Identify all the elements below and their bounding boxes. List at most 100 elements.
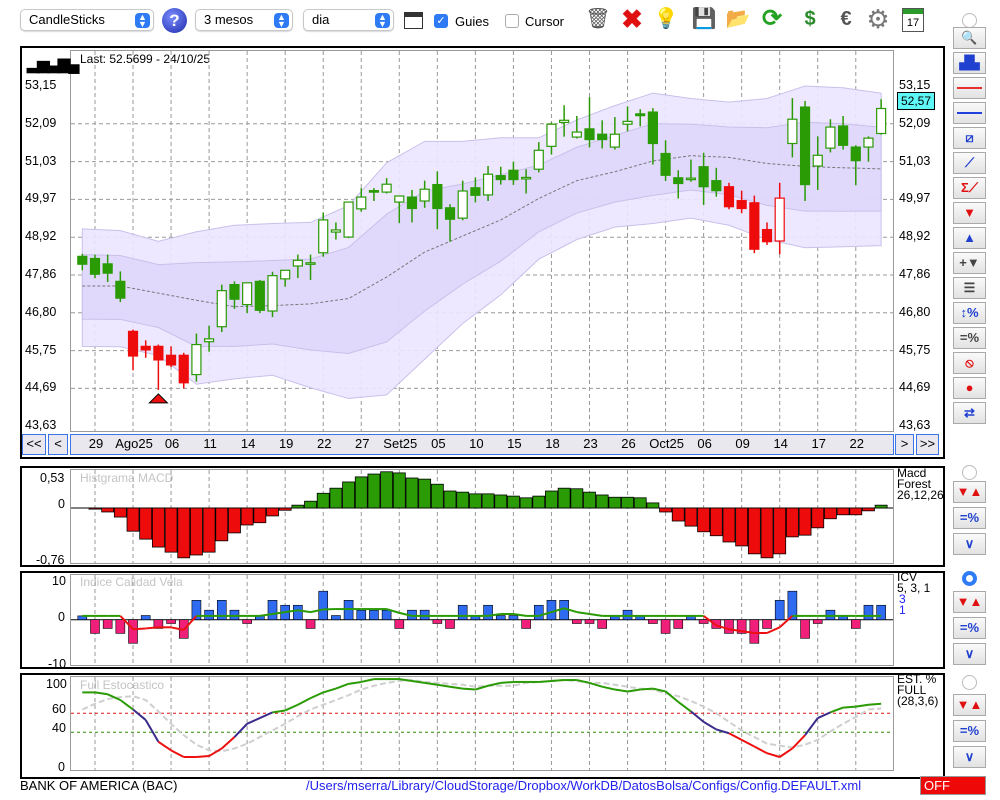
panel-select-radio[interactable] (962, 675, 977, 690)
euro-icon[interactable]: € (840, 8, 852, 30)
sync-button[interactable]: ⇄ (953, 402, 986, 424)
signals-icon: ▼▲ (956, 594, 983, 609)
nav-last-button[interactable]: >> (916, 434, 939, 455)
add-signal-icon: +▼ (959, 255, 980, 270)
curves-icon: ∨ (964, 749, 975, 764)
red-line-icon (957, 87, 982, 89)
dashed-lines-icon: ☰ (963, 280, 976, 295)
interval-value: dia (312, 12, 330, 27)
signals-button[interactable]: ▼▲ (953, 694, 986, 716)
lines-percent-button[interactable]: =% (953, 327, 986, 349)
date-label: 11 (203, 436, 217, 451)
legend-line: Macd (897, 466, 927, 480)
trash-icon[interactable]: 🗑 (585, 8, 611, 30)
gear-icon[interactable]: ⚙ (866, 4, 890, 34)
chevron-updown-icon: ▲ ▼ (274, 13, 289, 29)
lines-percent-icon: =% (959, 723, 980, 738)
macd-plot-area[interactable] (70, 469, 894, 564)
cursor-checkbox[interactable] (505, 14, 519, 28)
date-axis-bar[interactable]: 29 Ago25 06 11 14 19 22 27 Set25 05 10 15 18 23 26 Oct2… (70, 434, 894, 455)
signals-button[interactable]: ▼▲ (953, 481, 986, 503)
nav-first-button[interactable]: << (22, 434, 46, 455)
zoom-button[interactable]: 🔍 (953, 27, 986, 49)
date-label: 19 (278, 436, 294, 451)
blue-line-button[interactable] (953, 102, 986, 124)
stochastic-panel (20, 673, 945, 779)
stochastic-legend: EST. % FULL (28,3,6) (897, 673, 939, 708)
folder-icon[interactable]: 📂 (725, 8, 751, 30)
red-line-button[interactable] (953, 77, 986, 99)
legend-line: 5, 3, 1 (897, 581, 931, 595)
main-panel-radio[interactable] (962, 13, 977, 28)
curves-button[interactable]: ∨ (953, 746, 986, 768)
panel-select-radio[interactable] (962, 465, 977, 480)
guides-checkbox[interactable]: ✓ (434, 14, 448, 28)
period-select[interactable]: 3 mesos ▲ ▼ (195, 9, 293, 31)
config-path-link[interactable]: /Users/mserra/Library/CloudStorage/Dropb… (306, 778, 862, 793)
nav-prev-button[interactable]: < (48, 434, 68, 455)
curves-button[interactable]: ∨ (953, 643, 986, 665)
price-chart-panel (20, 46, 945, 459)
stoch-label-60: 60 (52, 702, 66, 716)
icv-plot-area[interactable] (70, 574, 894, 666)
zoom-icon: 🔍 (961, 30, 978, 45)
macd-legend: Macd Forest 26,12,26 (897, 466, 944, 501)
macd-title: Histgrama MACD (80, 471, 174, 485)
record-icon: ● (965, 380, 974, 395)
up-arrow-icon: ▲ (963, 230, 976, 245)
channel-button[interactable]: ⧄ (953, 127, 986, 149)
dollar-refresh-icon[interactable]: $ (804, 8, 816, 30)
price-label-right: 44,69 (899, 380, 931, 395)
sum-trendline-button[interactable]: Σ⟋ (953, 177, 986, 199)
legend-line: FULL (897, 683, 927, 697)
lines-percent-button[interactable]: =% (953, 617, 986, 639)
down-arrow-icon: ▼ (963, 205, 976, 220)
signals-button[interactable]: ▼▲ (953, 591, 986, 613)
overview-chart-button[interactable]: ▟▙ (953, 52, 986, 74)
dashed-lines-button[interactable]: ☰ (953, 277, 986, 299)
curves-button[interactable]: ∨ (953, 533, 986, 555)
legend-line: ICV (897, 570, 918, 584)
guides-label: Guies (455, 14, 489, 29)
macd-label-zero: 0 (58, 497, 65, 511)
panel-select-radio[interactable] (962, 571, 977, 586)
last-price-label: Last: 52.5699 - 24/10/25 (80, 52, 211, 66)
save-icon[interactable]: 💾 (691, 8, 717, 30)
lines-percent-button[interactable]: =% (953, 720, 986, 742)
lines-percent-icon: =% (959, 620, 980, 635)
delete-icon[interactable]: ✖ (621, 4, 643, 34)
record-button[interactable]: ● (953, 377, 986, 399)
stochastic-plot-area[interactable] (70, 676, 894, 771)
trendline-button[interactable]: ⟋ (953, 152, 986, 174)
up-arrow-button[interactable]: ▲ (953, 227, 986, 249)
nav-next-button[interactable]: > (895, 434, 914, 455)
chevron-updown-icon: ▲ ▼ (135, 13, 150, 29)
lightbulb-icon[interactable]: 💡 (653, 8, 679, 30)
sum-trendline-icon: Σ⟋ (961, 180, 978, 195)
macd-label-top: 0,53 (40, 471, 65, 485)
chart-type-select[interactable]: CandleSticks ▲ ▼ (20, 9, 154, 31)
date-label: 14 (773, 436, 788, 451)
calendar-icon[interactable]: 17 (902, 8, 924, 32)
date-label: 27 (355, 436, 370, 451)
channel-icon: ⧄ (965, 130, 974, 145)
help-icon[interactable]: ? (162, 8, 187, 33)
down-arrow-button[interactable]: ▼ (953, 202, 986, 224)
icv-label-bottom: -10 (48, 657, 67, 671)
range-percent-button[interactable]: ↕% (953, 302, 986, 324)
no-entry-button[interactable]: ⦸ (953, 352, 986, 374)
legend-line: (28,3,6) (897, 694, 939, 708)
interval-select[interactable]: dia ▲ ▼ (303, 9, 394, 31)
period-value: 3 mesos (204, 12, 254, 27)
off-toggle[interactable]: OFF (920, 776, 986, 795)
chart-window-icon[interactable] (404, 12, 423, 29)
refresh-icon[interactable]: ⟳ (761, 5, 783, 32)
lines-percent-button[interactable]: =% (953, 507, 986, 529)
price-plot-area[interactable] (70, 50, 894, 432)
lines-percent-icon: =% (959, 330, 980, 345)
price-label-left: 48,92 (25, 229, 57, 244)
no-entry-icon: ⦸ (965, 355, 974, 370)
price-label-right: 47,86 (899, 267, 931, 281)
overview-chart-icon: ▟▙ (959, 55, 980, 70)
add-signal-button[interactable]: +▼ (953, 252, 986, 274)
